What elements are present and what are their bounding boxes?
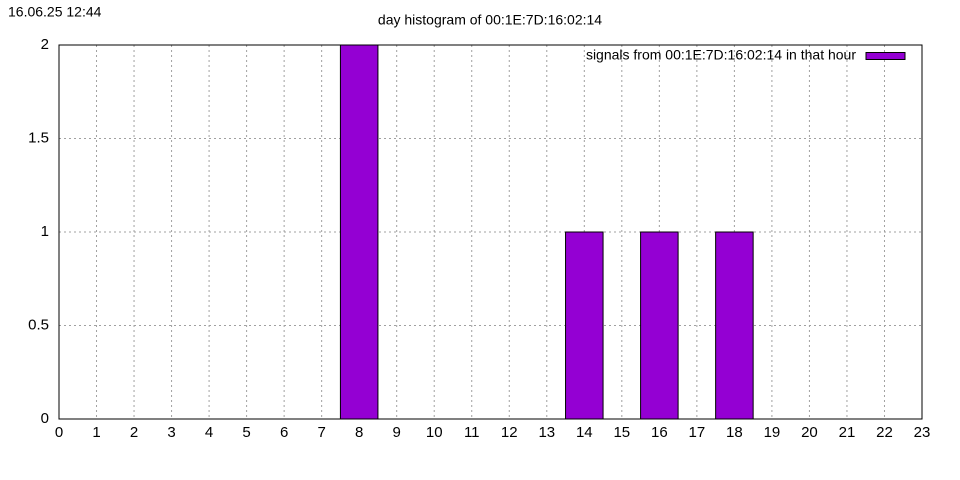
x-tick-label: 19 (764, 424, 781, 441)
y-tick-label: 1 (41, 223, 49, 240)
x-tick-label: 5 (242, 424, 250, 441)
x-tick-label: 6 (280, 424, 288, 441)
x-tick-label: 2 (130, 424, 138, 441)
bar (715, 231, 754, 420)
bar (640, 231, 679, 420)
x-tick-label: 20 (801, 424, 818, 441)
x-tick-label: 18 (726, 424, 743, 441)
plot-border (58, 44, 923, 420)
x-tick-label: 15 (613, 424, 630, 441)
x-tick-label: 13 (538, 424, 555, 441)
x-tick-label: 0 (55, 424, 63, 441)
x-tick-label: 21 (839, 424, 856, 441)
x-tick-label: 17 (689, 424, 706, 441)
legend-label: signals from 00:1E:7D:16:02:14 in that h… (586, 47, 856, 63)
y-tick-label: 1.5 (28, 129, 49, 146)
y-tick-label: 0 (41, 410, 49, 427)
x-tick-label: 14 (576, 424, 593, 441)
y-tick-label: 0.5 (28, 316, 49, 333)
chart-title: day histogram of 00:1E:7D:16:02:14 (378, 12, 602, 28)
x-tick-label: 10 (426, 424, 443, 441)
bar (565, 231, 604, 420)
bar (339, 44, 379, 420)
legend-swatch (865, 52, 906, 60)
x-tick-label: 8 (355, 424, 363, 441)
x-tick-label: 23 (914, 424, 931, 441)
x-tick-label: 22 (876, 424, 893, 441)
x-tick-label: 16 (651, 424, 668, 441)
y-tick-label: 2 (41, 36, 49, 53)
timestamp: 16.06.25 12:44 (8, 4, 102, 20)
x-tick-label: 7 (317, 424, 325, 441)
x-tick-label: 9 (393, 424, 401, 441)
x-tick-label: 11 (464, 424, 480, 441)
x-tick-label: 12 (501, 424, 518, 441)
x-tick-label: 1 (92, 424, 100, 441)
x-tick-label: 4 (205, 424, 213, 441)
x-tick-label: 3 (167, 424, 175, 441)
